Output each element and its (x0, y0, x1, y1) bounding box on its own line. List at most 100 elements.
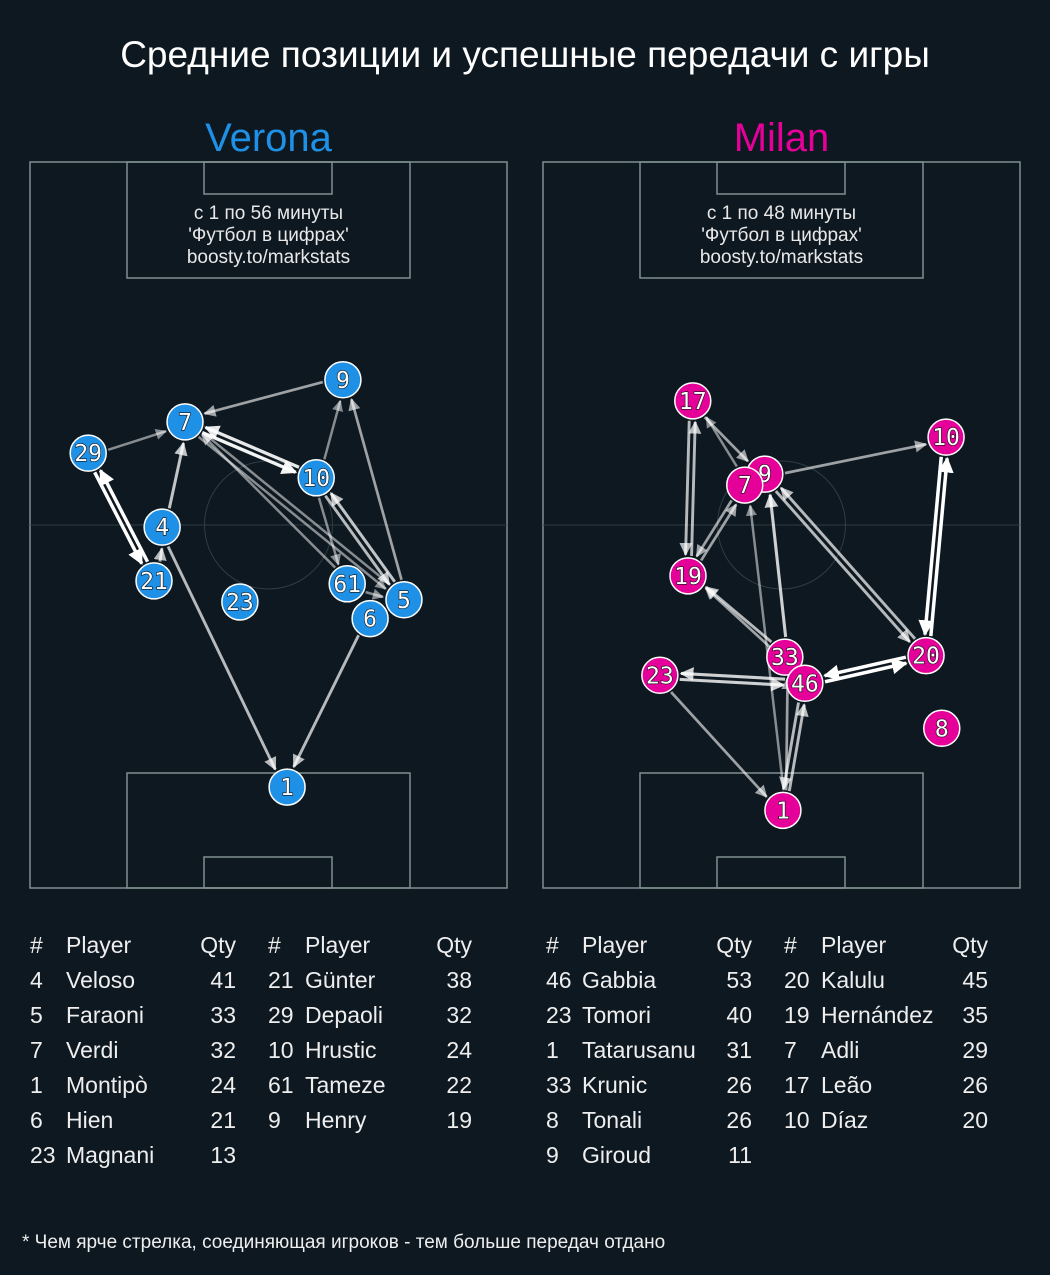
pass-arrow-10-to-9 (323, 399, 344, 460)
table-row: 46 Gabbia 53 20 Kalulu 45 (546, 963, 1006, 998)
player-name: Veloso (66, 967, 136, 993)
player-node-5: 5 (385, 581, 423, 619)
player-marker (351, 599, 389, 638)
player-number: 20 (784, 967, 810, 993)
player-node-10: 10 (297, 459, 335, 497)
pass-qty: 26 (726, 1072, 752, 1098)
pass-arrow-21-to-29 (98, 469, 150, 563)
table-row: 8 Tonali 26 10 Díaz 20 (546, 1103, 1006, 1138)
player-marker (669, 557, 707, 595)
player-number-label: 4 (155, 515, 169, 541)
player-marker (674, 382, 712, 420)
player-number-label: 1 (280, 775, 294, 801)
pass-arrow-19-to-17 (688, 420, 702, 556)
pitch-verona: с 1 по 56 минуты'Футбол в цифрах'boosty.… (29, 161, 508, 889)
player-marker (641, 656, 679, 695)
pass-qty: 24 (446, 1037, 472, 1063)
pass-qty: 53 (726, 967, 752, 993)
player-marker (166, 403, 204, 441)
player-name: Adli (821, 1037, 860, 1063)
player-number-label: 7 (178, 410, 192, 436)
player-number: 9 (268, 1107, 281, 1133)
table-row: 7 Verdi 32 10 Hrustic 24 (30, 1033, 490, 1068)
player-marker (766, 638, 804, 676)
player-number: 5 (30, 1002, 43, 1028)
player-marker (328, 565, 366, 603)
player-name: Krunic (582, 1072, 648, 1098)
player-number: 46 (546, 967, 572, 993)
pitch-note-line: boosty.to/markstats (187, 247, 350, 268)
player-number: 7 (784, 1037, 797, 1063)
player-name: Henry (305, 1107, 367, 1133)
pass-arrow-20-to-10 (929, 456, 954, 637)
pitch-milan: с 1 по 48 минуты'Футбол в цифрах'boosty.… (542, 161, 1021, 889)
player-node-20: 20 (907, 636, 945, 675)
player-node-19: 19 (669, 557, 707, 595)
column-header: # (546, 932, 559, 958)
pass-qty: 32 (210, 1037, 236, 1063)
pass-arrow-5-to-7 (202, 431, 392, 586)
pass-qty: 41 (210, 967, 236, 993)
pass-arrow-10-to-7 (204, 425, 300, 469)
pass-arrow-1-to-33 (781, 676, 794, 791)
player-name: Gabbia (582, 967, 657, 993)
player-node-10: 10 (927, 418, 965, 456)
player-number: 9 (546, 1142, 559, 1168)
pass-arrow-19-to-7 (700, 503, 738, 562)
player-name: Tameze (305, 1072, 386, 1098)
player-number: 23 (30, 1142, 56, 1168)
pass-arrow-20-to-46 (823, 655, 907, 681)
player-number: 29 (268, 1002, 294, 1028)
pitch-note-line: boosty.to/markstats (700, 247, 863, 268)
pass-qty: 21 (210, 1107, 236, 1133)
player-number-label: 29 (74, 441, 102, 467)
pass-qty: 35 (962, 1002, 988, 1028)
player-node-1: 1 (268, 768, 306, 806)
team-name-milan: Milan (733, 116, 830, 160)
player-marker (143, 508, 181, 546)
player-node-1: 1 (764, 791, 802, 830)
bottom-penalty-box (126, 772, 411, 889)
pass-arrow-6-to-1 (292, 634, 360, 769)
player-node-23: 23 (221, 583, 259, 621)
player-node-6: 6 (351, 599, 389, 638)
player-number: 61 (268, 1072, 294, 1098)
player-number-label: 21 (140, 569, 168, 595)
pass-qty: 22 (446, 1072, 472, 1098)
player-name: Magnani (66, 1142, 155, 1168)
pass-qty: 45 (962, 967, 988, 993)
pass-arrow-7-to-19 (695, 499, 733, 558)
pass-arrow-61-to-5 (365, 588, 385, 600)
player-node-17: 17 (674, 382, 712, 420)
milan-pass-table: # Player Qty # Player Qty 46 Gabbia 53 20 Kalulu 45… (546, 928, 1006, 1173)
pass-qty: 31 (726, 1037, 752, 1063)
pitch-note-line: 'Футбол в цифрах' (188, 225, 348, 246)
player-name: Günter (305, 967, 376, 993)
player-number: 21 (268, 967, 294, 993)
pass-arrow-20-to-9 (779, 486, 917, 640)
player-number-label: 9 (336, 368, 350, 394)
player-name: Depaoli (305, 1002, 383, 1028)
pass-arrow-5-to-9 (348, 398, 403, 581)
player-number-label: 5 (397, 588, 411, 614)
pass-qty: 32 (446, 1002, 472, 1028)
pass-arrow-4-to-7 (167, 441, 188, 509)
player-node-23: 23 (641, 656, 679, 695)
bottom-penalty-box (639, 772, 924, 889)
pass-arrow-33-to-9 (764, 493, 788, 638)
player-number-label: 17 (679, 389, 707, 415)
table-row: 1 Tatarusanu 31 7 Adli 29 (546, 1033, 1006, 1068)
player-node-61: 61 (328, 565, 366, 603)
column-header: # (268, 932, 281, 958)
player-number-label: 23 (226, 590, 254, 616)
player-number-label: 61 (333, 572, 361, 598)
player-name: Tomori (582, 1002, 652, 1028)
table-header: # Player Qty # Player Qty (546, 928, 1006, 963)
pass-arrow-23-to-46 (679, 677, 786, 692)
player-number: 33 (546, 1072, 572, 1098)
pass-qty: 13 (210, 1142, 236, 1168)
player-number-label: 7 (738, 473, 752, 499)
pass-arrow-1-to-7 (745, 504, 785, 791)
player-node-9: 9 (324, 361, 362, 399)
